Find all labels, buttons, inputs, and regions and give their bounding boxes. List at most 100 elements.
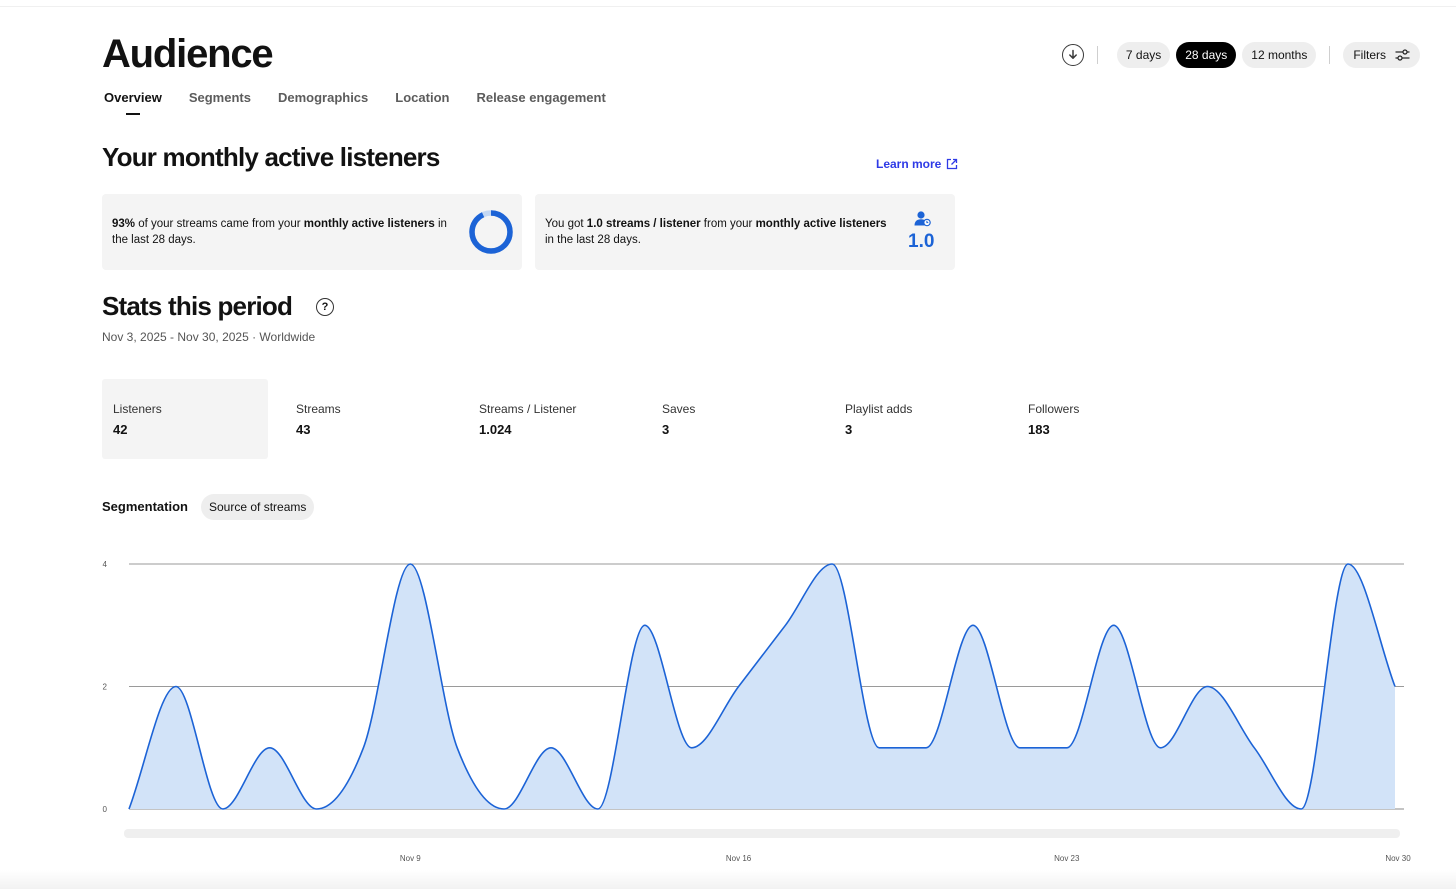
stat-value: 43 [296,422,311,437]
period-subtitle: Nov 3, 2025 - Nov 30, 2025 · Worldwide [102,330,316,344]
bottom-fade [0,870,1456,889]
card-text-part: in the last 28 days. [545,234,641,246]
data-point[interactable] [1158,745,1164,751]
stat-saves[interactable]: Saves 3 [651,379,817,459]
segmentation-label: Segmentation [102,499,188,514]
data-point[interactable] [126,806,132,812]
tab-overview[interactable]: Overview [104,90,162,109]
data-point[interactable] [689,745,695,751]
x-tick-label: Nov 9 [400,854,421,863]
tab-demographics[interactable]: Demographics [277,90,369,105]
stat-value: 183 [1028,422,1050,437]
section-heading-monthly-active-listeners: Your monthly active listeners [102,142,440,172]
y-tick-label: 0 [103,805,108,814]
data-point[interactable] [923,745,929,751]
data-point[interactable] [407,561,413,567]
sliders-icon [1395,49,1410,61]
card-text-part: of your streams came from your [135,218,304,230]
page-title: Audience [102,32,274,76]
data-point[interactable] [1017,745,1023,751]
tab-bar: Overview Segments Demographics Location … [104,90,606,109]
toolbar: 7 days 28 days 12 months Filters [1061,42,1420,68]
tab-segments[interactable]: Segments [188,90,251,105]
data-point[interactable] [829,561,835,567]
external-link-icon [947,158,958,170]
range-12-months-button[interactable]: 12 months [1242,42,1317,68]
streams-per-listener-value: 1.0 [908,231,935,252]
section-heading-stats: Stats this period [102,291,293,321]
data-point[interactable] [173,684,179,690]
toolbar-divider [1096,46,1098,64]
card-strong: monthly active listeners [303,218,435,230]
data-point[interactable] [642,622,648,628]
filters-button[interactable]: Filters [1343,42,1420,68]
card-text-part: from your [700,218,756,230]
stat-value: 3 [845,422,853,437]
range-7-days-button[interactable]: 7 days [1116,42,1171,68]
data-point[interactable] [736,684,742,690]
stat-value: 1.024 [479,422,512,437]
stat-label: Playlist adds [845,402,913,416]
data-point[interactable] [501,806,507,812]
y-tick-label: 4 [103,560,108,569]
card-strong: 1.0 streams / listener [586,218,701,230]
stat-listeners[interactable]: Listeners 42 [102,379,268,459]
series-line [128,563,1396,810]
stat-value: 42 [113,422,128,437]
help-icon[interactable]: ? [316,298,334,316]
learn-more-label: Learn more [876,157,942,171]
series-area [129,564,1395,809]
filters-label: Filters [1353,48,1386,62]
x-tick-label: Nov 30 [1385,854,1411,863]
tab-release-engagement[interactable]: Release engagement [476,90,606,105]
data-point[interactable] [1392,684,1398,690]
donut-arc [469,210,513,254]
stat-streams[interactable]: Streams 43 [285,379,451,459]
donut-progress-icon [469,210,513,254]
stat-label: Streams / Listener [479,402,577,416]
listener-icon [914,211,931,227]
data-point[interactable] [1064,745,1070,751]
data-point[interactable] [267,745,273,751]
data-point[interactable] [970,622,976,628]
data-point[interactable] [595,806,601,812]
range-28-days-button[interactable]: 28 days [1176,42,1237,68]
data-point[interactable] [454,745,460,751]
stat-label: Followers [1028,402,1080,416]
segmentation-source-of-streams-button[interactable]: Source of streams [201,494,315,520]
data-point[interactable] [1298,806,1304,812]
data-point[interactable] [220,806,226,812]
stat-label: Streams [296,402,341,416]
y-tick-label: 2 [103,683,108,692]
streams-per-listener-card: You got 1.0 streams / listener from your… [535,194,955,270]
card-strong: monthly active listeners [755,218,887,230]
card-text-part: in the last 28 days. [112,218,447,246]
learn-more-link[interactable]: Learn more [876,157,958,171]
stat-followers[interactable]: Followers 183 [1017,379,1183,459]
stat-playlist-adds[interactable]: Playlist adds 3 [834,379,1000,459]
stat-streams-per-listener[interactable]: Streams / Listener 1.024 [468,379,634,459]
stat-value: 3 [662,422,670,437]
tab-location[interactable]: Location [395,90,450,105]
data-point[interactable] [314,806,320,812]
toolbar-divider [1329,46,1331,64]
download-icon[interactable] [1061,44,1084,66]
download-arrow-glyph [1068,49,1077,59]
data-point[interactable] [360,745,366,751]
x-tick-label: Nov 23 [1054,854,1080,863]
data-point[interactable] [548,745,554,751]
data-point[interactable] [876,745,882,751]
data-point[interactable] [1251,745,1257,751]
card-text-part: You got [545,218,587,230]
data-point[interactable] [782,622,788,628]
top-divider [0,6,1456,7]
stat-label: Saves [662,402,696,416]
data-point[interactable] [1204,684,1210,690]
streams-from-mal-card: 93% of your streams came from your month… [102,194,522,270]
chart-scrollbar[interactable] [124,829,1400,838]
listeners-area-chart: 0 2 4 Nov 9 Nov 16 Nov 23 Nov 30 [103,560,1412,863]
data-point[interactable] [1111,622,1117,628]
data-point[interactable] [1345,561,1351,567]
card-percent: 93% [112,218,136,230]
card-description: 93% of your streams came from your month… [112,216,457,248]
